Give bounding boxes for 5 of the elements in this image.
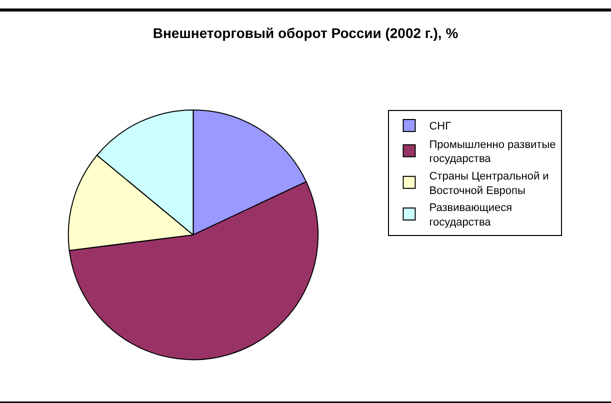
legend-label: Страны Центральной и Восточной Европы	[429, 170, 549, 197]
chart-title: Внешнеторговый оборот России (2002 г.), %	[152, 25, 459, 42]
legend-label: СНГ	[429, 120, 452, 133]
legend-label: Развивающиеся государства	[429, 202, 512, 228]
legend-label: Промышленно развитые государства	[429, 138, 556, 166]
